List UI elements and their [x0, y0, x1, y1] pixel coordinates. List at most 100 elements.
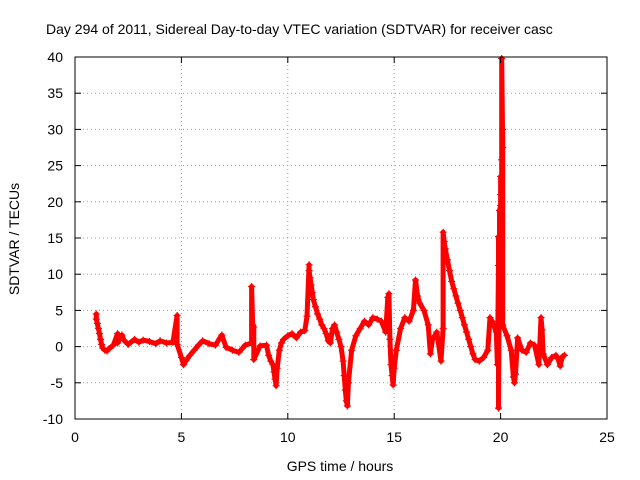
data-point: [308, 288, 316, 296]
data-point: [318, 321, 326, 329]
data-point: [337, 343, 345, 351]
data-point: [386, 335, 394, 343]
data-point: [405, 317, 413, 325]
data-point: [348, 346, 356, 354]
data-point: [305, 267, 313, 275]
data-point: [384, 293, 392, 301]
data-point: [98, 340, 106, 348]
data-point: [514, 334, 522, 342]
data-point: [437, 357, 445, 365]
data-point: [118, 331, 126, 339]
data-point: [173, 340, 181, 348]
data-point: [339, 357, 347, 365]
data-point: [250, 323, 258, 331]
data-point: [342, 397, 350, 405]
data-point: [190, 346, 198, 354]
y-tick-label: 5: [55, 302, 63, 318]
data-point: [297, 328, 305, 336]
data-point: [270, 368, 278, 376]
data-point: [497, 201, 505, 209]
data-point: [288, 330, 296, 338]
data-points-layer: [92, 54, 568, 412]
y-tick-label: 25: [47, 158, 63, 174]
data-point: [463, 328, 471, 336]
y-tick-labels: -10 -5 0 5 10 15 20 25 30 35 40: [43, 49, 63, 427]
data-point: [548, 353, 556, 361]
data-point: [333, 328, 341, 336]
data-point: [543, 361, 551, 369]
x-tick-label: 5: [178, 429, 186, 445]
data-point: [409, 306, 417, 314]
data-point: [439, 325, 447, 332]
data-point: [322, 330, 330, 338]
data-point: [411, 276, 419, 284]
data-point: [496, 248, 504, 256]
data-point: [494, 233, 502, 241]
tick-layer: [74, 56, 608, 420]
y-tick-label: 35: [47, 85, 63, 101]
data-point: [131, 335, 139, 343]
data-point: [169, 338, 177, 346]
data-point: [526, 339, 534, 347]
data-point: [469, 350, 477, 358]
data-point: [554, 355, 562, 363]
data-point: [205, 340, 213, 348]
data-point: [460, 321, 468, 329]
data-point: [499, 321, 507, 329]
data-point: [452, 292, 460, 300]
y-tick-label: 40: [47, 49, 63, 65]
data-point: [552, 351, 560, 359]
data-point: [156, 337, 164, 345]
data-point: [518, 346, 526, 354]
data-point: [340, 372, 348, 380]
data-point: [120, 336, 128, 344]
data-point: [95, 330, 103, 338]
data-point: [256, 342, 264, 350]
data-point: [382, 328, 390, 336]
data-point: [344, 379, 352, 387]
data-point: [484, 346, 492, 354]
data-point: [265, 351, 273, 359]
x-tick-label: 0: [71, 429, 79, 445]
data-point: [458, 314, 466, 322]
data-point: [429, 335, 437, 343]
data-point: [441, 245, 449, 253]
data-point: [390, 364, 398, 372]
data-point: [135, 338, 143, 346]
data-point: [401, 314, 409, 322]
y-tick-label: 10: [47, 266, 63, 282]
data-point: [316, 315, 324, 323]
data-point: [320, 325, 328, 332]
data-point: [535, 361, 543, 369]
data-point: [498, 156, 506, 164]
data-point: [235, 348, 243, 356]
x-tick-label: 25: [599, 429, 615, 445]
data-point: [496, 206, 504, 214]
data-point: [497, 172, 505, 180]
data-point: [475, 357, 483, 365]
data-point: [124, 340, 132, 348]
x-tick-labels: 0 5 10 15 20 25: [71, 429, 615, 445]
data-point: [420, 306, 428, 314]
data-point: [275, 346, 283, 354]
data-point: [145, 338, 153, 346]
data-point: [314, 310, 322, 318]
data-point: [488, 317, 496, 325]
data-point: [228, 346, 236, 354]
data-point: [326, 339, 334, 347]
data-point: [494, 404, 502, 412]
data-point: [356, 325, 364, 332]
data-point: [414, 292, 422, 300]
data-point: [498, 178, 506, 186]
data-point: [450, 285, 458, 293]
data-point: [446, 267, 454, 275]
data-point: [426, 350, 434, 358]
data-point: [248, 283, 256, 291]
data-point: [537, 314, 545, 322]
y-axis-label: SDTVAR / TECUs: [6, 183, 22, 295]
data-point: [471, 356, 479, 364]
data-point: [397, 325, 405, 332]
data-point: [173, 311, 181, 319]
data-point: [560, 351, 568, 359]
